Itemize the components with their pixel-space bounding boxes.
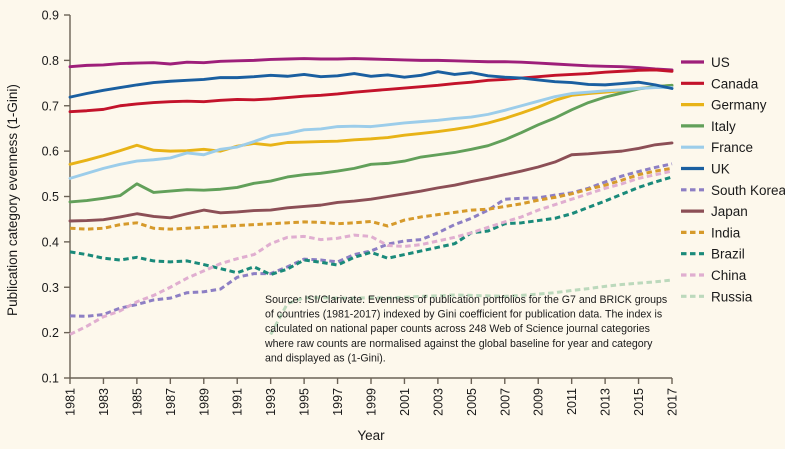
y-tick-label: 0.3 [42, 281, 59, 295]
x-tick-label: 1981 [64, 388, 78, 416]
x-tick-label: 2015 [632, 388, 646, 416]
y-tick-label: 0.2 [42, 326, 59, 340]
legend-label-france: France [711, 140, 753, 155]
chart-legend: US Canada Germany Italy France UK South Korea J… [681, 55, 785, 304]
x-axis-title: Year [357, 428, 385, 443]
x-tick-label: 1997 [331, 388, 345, 416]
series-line-france [68, 86, 674, 180]
legend-label-brazil: Brazil [711, 247, 745, 262]
x-tick-label: 1995 [298, 388, 312, 416]
series-line-canada [68, 68, 674, 114]
legend-label-italy: Italy [711, 119, 736, 134]
y-tick-label: 0.6 [42, 145, 59, 159]
legend-label-us: US [711, 55, 730, 70]
series-line-us [68, 57, 674, 72]
legend-label-china: China [711, 268, 747, 283]
x-tick-label: 2003 [431, 388, 445, 416]
legend-label-canada: Canada [711, 76, 759, 91]
y-tick-label: 0.7 [42, 99, 59, 113]
legend-label-south-korea: South Korea [711, 183, 785, 198]
series-line-brazil [69, 175, 673, 277]
y-tick-label: 0.1 [42, 372, 59, 386]
source-note-line: of countries (1981-2017) indexed by Gini… [265, 309, 662, 321]
legend-label-germany: Germany [711, 98, 767, 113]
series-line-china [69, 169, 673, 336]
y-axis-ticks: 0.9 0.8 0.7 0.6 0.5 0.4 0.3 0.2 0.1 [42, 9, 70, 386]
source-note-line: and displayed as (1-Gini). [265, 352, 386, 364]
x-tick-label: 1999 [365, 388, 379, 416]
x-tick-label: 1983 [97, 388, 111, 416]
x-tick-label: 2011 [565, 388, 579, 415]
y-tick-label: 0.9 [42, 9, 59, 23]
x-tick-label: 2009 [532, 388, 546, 416]
legend-label-india: India [711, 225, 741, 240]
legend-label-japan: Japan [711, 204, 748, 219]
y-tick-label: 0.5 [42, 190, 59, 204]
x-tick-label: 1991 [231, 388, 245, 416]
x-tick-label: 2013 [599, 388, 613, 416]
y-axis-title: Publication category evenness (1-Gini) [5, 84, 20, 316]
source-note-line: calculated on national paper counts acro… [265, 323, 650, 335]
x-tick-label: 2007 [498, 388, 512, 416]
x-tick-label: 2017 [666, 388, 680, 416]
series-line-japan [68, 141, 674, 223]
x-tick-label: 2005 [465, 388, 479, 416]
y-tick-label: 0.4 [42, 235, 59, 249]
x-tick-label: 2001 [398, 388, 412, 416]
data-series-group [68, 57, 674, 336]
x-axis-ticks: 1981 1983 1985 1987 1989 1991 1993 1995 1997 1999… [64, 378, 680, 416]
legend-label-uk: UK [711, 162, 730, 177]
source-note-line: where raw counts are normalised against … [264, 338, 653, 350]
x-tick-label: 1989 [197, 388, 211, 416]
source-note: Source: ISI/Clarivate. Evenness of publi… [264, 294, 667, 364]
series-line-germany [68, 83, 674, 166]
series-line-russia [269, 278, 673, 336]
legend-label-russia: Russia [711, 289, 753, 304]
series-line-uk [68, 70, 674, 99]
x-tick-label: 1993 [264, 388, 278, 416]
x-tick-label: 1985 [130, 388, 144, 416]
y-tick-label: 0.8 [42, 54, 59, 68]
series-line-india [69, 166, 673, 231]
series-line-italy [68, 83, 674, 204]
x-tick-label: 1987 [164, 388, 178, 416]
source-note-line: Source: ISI/Clarivate. Evenness of publi… [265, 294, 667, 306]
